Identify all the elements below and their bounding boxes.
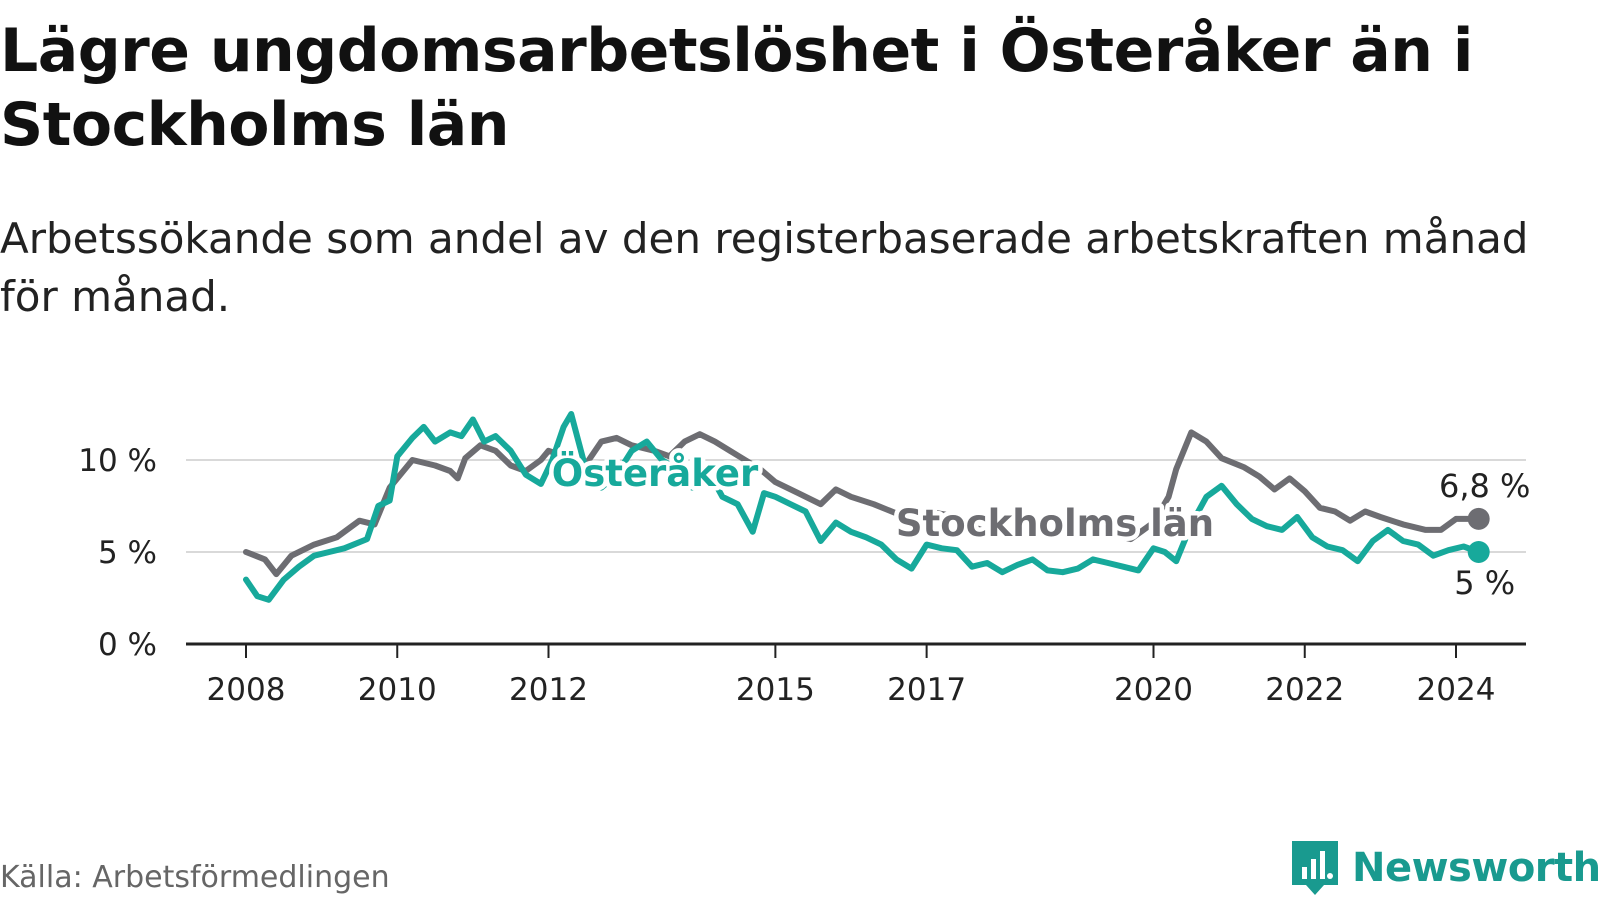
x-tick-label: 2024 [1417,672,1496,708]
series-labels: 6,8 % 5 % Österåker Stockholms län [547,447,1530,603]
x-tick-label: 2020 [1114,672,1193,708]
end-point-marker [1467,541,1490,563]
end-value-label-stockholm: 6,8 % [1439,467,1530,505]
end-point-marker [1467,507,1490,530]
chart-title: Lägre ungdomsarbetslöshet i Österåker än… [0,16,1473,160]
x-tick-label: 2017 [887,672,966,708]
brand-name: Newsworthy [1352,845,1600,891]
y-tick-label: 5 % [98,535,157,571]
y-tick-label: 0 % [98,627,157,663]
newsworthy-logo-icon [1292,841,1338,895]
end-value-label-osteraker: 5 % [1454,564,1515,602]
series-line-stockholms-l-n [243,429,1482,578]
x-tick-label: 2022 [1265,672,1344,708]
x-tick-label: 2010 [358,672,437,708]
line-chart: 0 %5 %10 % 2008 2010 2012 2015 2017 2020 2022 2… [78,411,1530,708]
x-tick-label: 2015 [736,672,815,708]
x-tick-label: 2008 [207,672,286,708]
series-lines [243,411,1490,603]
y-tick-label: 10 % [78,443,157,479]
source-note: Källa: Arbetsförmedlingen [0,860,390,895]
x-tick-label: 2012 [509,672,588,708]
x-axis-ticks: 2008 2010 2012 2015 2017 2020 2022 2024 [207,644,1496,708]
brand-logo: Newsworthy [1290,838,1600,898]
y-axis-ticks: 0 % 5 % 10 % [78,443,157,663]
chart-subtitle: Arbetssökande som andel av den registerb… [0,214,1529,321]
series-label--ster-ker: Österåker [552,451,759,495]
series-line--ster-ker [243,411,1482,603]
series-label-stockholms-l-n: Stockholms län [896,502,1214,545]
